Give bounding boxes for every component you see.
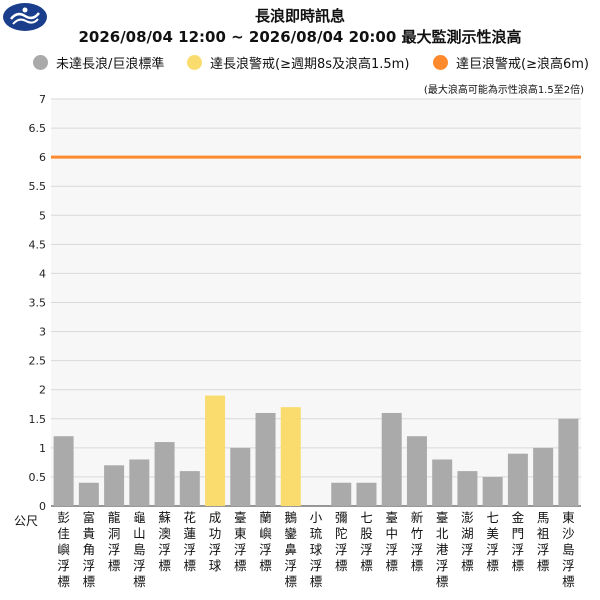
legend-label: 達長浪警戒(≥週期8s及浪高1.5m) xyxy=(210,56,410,72)
bar[interactable] xyxy=(558,418,579,506)
x-tick-label: 臺北港浮標 xyxy=(436,510,449,589)
bar[interactable] xyxy=(230,447,251,506)
bar[interactable] xyxy=(432,459,453,506)
x-tick-label: 新竹浮標 xyxy=(411,510,424,573)
legend: 未達長浪/巨浪標準 達長浪警戒(≥週期8s及浪高1.5m) 達巨浪警戒(≥浪高6… xyxy=(0,52,600,72)
x-tick-label: 鵝鑾鼻浮標 xyxy=(285,510,298,589)
x-tick-label: 臺中浮標 xyxy=(385,510,398,573)
legend-label: 未達長浪/巨浪標準 xyxy=(56,56,165,72)
y-tick-label: 2.5 xyxy=(29,355,47,368)
bar[interactable] xyxy=(482,476,503,506)
y-tick-label: 0 xyxy=(39,500,46,513)
bar[interactable] xyxy=(205,395,226,506)
bar[interactable] xyxy=(356,482,377,506)
x-tick-label: 小琉球浮標 xyxy=(310,510,323,589)
agency-logo xyxy=(3,3,47,31)
y-tick-label: 7 xyxy=(39,93,46,106)
bar[interactable] xyxy=(129,459,150,506)
bar[interactable] xyxy=(457,471,478,506)
chart-note: (最大浪高可能為示性浪高1.5至2倍) xyxy=(423,85,584,96)
y-tick-label: 2 xyxy=(39,384,46,397)
x-tick-label: 彌陀浮標 xyxy=(335,510,348,573)
chart-title: 長浪即時訊息 xyxy=(254,7,345,25)
bar[interactable] xyxy=(179,471,200,506)
bar[interactable] xyxy=(104,465,125,506)
legend-dot-icon xyxy=(433,54,448,70)
x-tick-label: 彭佳嶼浮標 xyxy=(57,510,70,589)
bar[interactable] xyxy=(78,482,99,506)
x-tick-label: 臺東浮標 xyxy=(234,510,247,573)
y-tick-label: 1.5 xyxy=(29,413,47,426)
x-tick-label: 七美浮標 xyxy=(486,510,499,573)
x-tick-label: 龍洞浮標 xyxy=(108,510,121,573)
y-tick-label: 3 xyxy=(39,326,46,339)
bar[interactable] xyxy=(533,447,554,506)
x-tick-label: 蘭嶼浮標 xyxy=(259,510,272,573)
bar[interactable] xyxy=(381,412,402,506)
x-tick-label: 澎湖浮標 xyxy=(461,510,474,573)
legend-item-normal[interactable]: 未達長浪/巨浪標準 xyxy=(33,52,164,72)
x-tick-label: 成功浮球 xyxy=(209,510,222,573)
y-tick-label: 6 xyxy=(39,151,46,164)
chart-subtitle: 2026/08/04 12:00 ~ 2026/08/04 20:00 最大監測… xyxy=(78,28,522,46)
y-tick-label: 4 xyxy=(39,267,46,280)
x-tick-label: 龜山島浮標 xyxy=(133,510,146,589)
x-tick-label: 馬祖浮標 xyxy=(537,510,550,573)
x-tick-label: 蘇澳浮標 xyxy=(158,510,171,573)
x-axis: 彭佳嶼浮標富貴角浮標龍洞浮標龜山島浮標蘇澳浮標花蓮浮標成功浮球臺東浮標蘭嶼浮標鵝… xyxy=(57,510,575,589)
bar[interactable] xyxy=(406,436,427,506)
legend-dot-icon xyxy=(187,54,202,70)
legend-dot-icon xyxy=(33,54,48,70)
y-tick-label: 0.5 xyxy=(29,471,47,484)
y-tick-label: 3.5 xyxy=(29,297,47,310)
y-tick-label: 5.5 xyxy=(29,180,47,193)
y-tick-label: 1 xyxy=(39,442,46,455)
legend-item-swell-warning[interactable]: 達長浪警戒(≥週期8s及浪高1.5m) xyxy=(187,52,409,72)
bar[interactable] xyxy=(154,442,175,506)
bar[interactable] xyxy=(255,412,276,506)
x-tick-label: 富貴角浮標 xyxy=(83,510,96,589)
bar[interactable] xyxy=(280,407,301,506)
x-tick-label: 東沙島浮標 xyxy=(562,510,575,589)
y-tick-label: 5 xyxy=(39,209,46,222)
y-tick-label: 4.5 xyxy=(29,238,47,251)
x-tick-label: 七股浮標 xyxy=(360,510,373,573)
y-tick-label: 6.5 xyxy=(29,122,47,135)
bar[interactable] xyxy=(53,436,74,506)
y-axis: 0 0.5 1 1.5 2 2.5 3 3.5 4 4.5 5 5.5 6 6.5 7 xyxy=(29,93,47,513)
legend-item-huge-wave-warning[interactable]: 達巨浪警戒(≥浪高6m) xyxy=(433,52,589,72)
bar[interactable] xyxy=(331,482,352,506)
grid xyxy=(51,98,581,507)
x-tick-label: 花蓮浮標 xyxy=(184,510,197,573)
x-tick-label: 金門浮標 xyxy=(512,510,525,573)
y-axis-unit: 公尺 xyxy=(14,514,39,528)
bar[interactable] xyxy=(507,453,528,506)
bars xyxy=(53,395,579,506)
legend-label: 達巨浪警戒(≥浪高6m) xyxy=(456,56,589,72)
